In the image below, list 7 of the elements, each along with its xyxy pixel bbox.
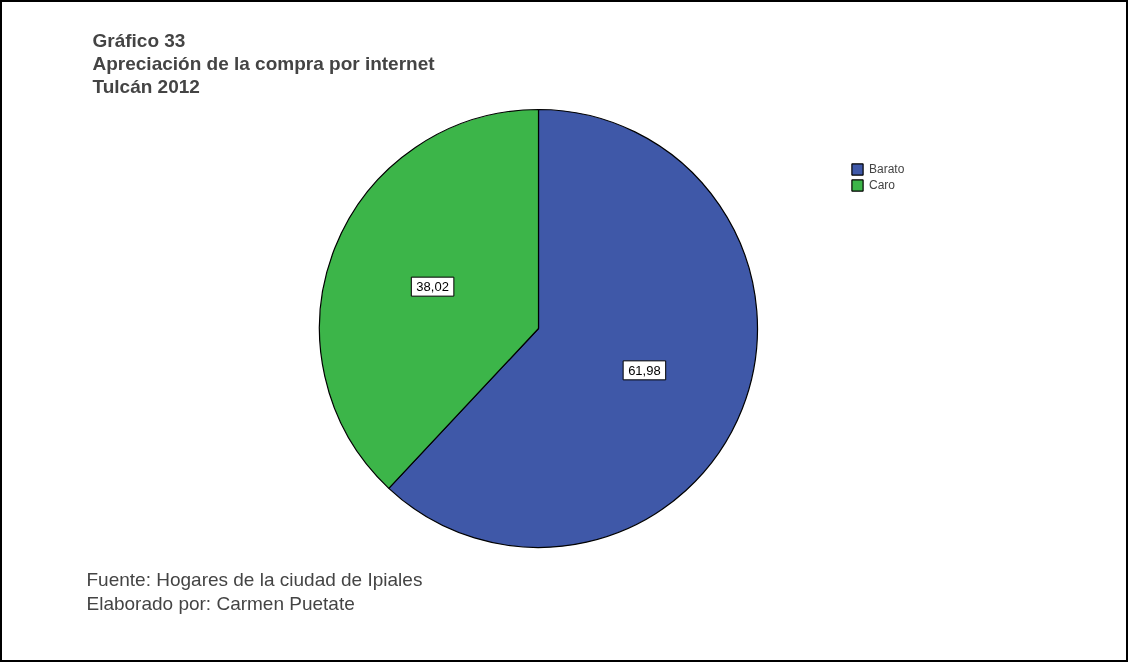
data-label: 61,98 (628, 362, 661, 378)
chart-title: Gráfico 33 Apreciación de la compra por internet Tulcán 2012 (92, 30, 436, 97)
source-note: Fuente: Hogares de la ciudad de Ipiales (86, 569, 423, 590)
text: Elaborado por: Carmen Puetate (86, 593, 355, 614)
data-label: 38,02 (416, 279, 449, 295)
legend-label: Barato (869, 162, 905, 176)
legend-label: Caro (869, 178, 896, 192)
